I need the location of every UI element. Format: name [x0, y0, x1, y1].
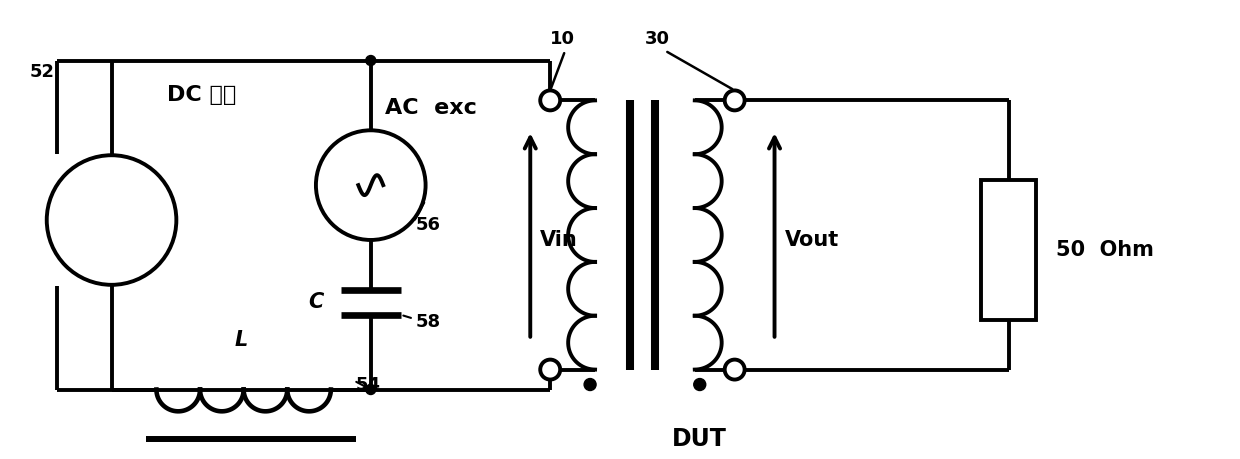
- Circle shape: [541, 359, 560, 380]
- Circle shape: [316, 130, 425, 240]
- Text: 52: 52: [30, 63, 55, 82]
- Text: 58: 58: [415, 313, 440, 331]
- Circle shape: [693, 379, 706, 391]
- Circle shape: [366, 385, 376, 394]
- Text: DUT: DUT: [672, 427, 727, 451]
- Text: 30: 30: [645, 29, 670, 48]
- Text: 50  Ohm: 50 Ohm: [1056, 240, 1154, 260]
- Circle shape: [724, 90, 745, 110]
- Text: AC  exc: AC exc: [384, 98, 476, 118]
- Text: DC 偏置: DC 偏置: [166, 85, 236, 106]
- Circle shape: [724, 359, 745, 380]
- Circle shape: [584, 379, 596, 391]
- Text: 56: 56: [415, 216, 440, 234]
- Text: Vout: Vout: [785, 230, 838, 250]
- Bar: [981, 180, 1037, 320]
- Text: 10: 10: [551, 29, 575, 48]
- Circle shape: [47, 155, 176, 285]
- Text: L: L: [234, 330, 248, 350]
- Text: 54: 54: [356, 375, 381, 393]
- Circle shape: [541, 90, 560, 110]
- Text: Vin: Vin: [541, 230, 578, 250]
- Circle shape: [366, 56, 376, 66]
- Text: C: C: [309, 292, 324, 312]
